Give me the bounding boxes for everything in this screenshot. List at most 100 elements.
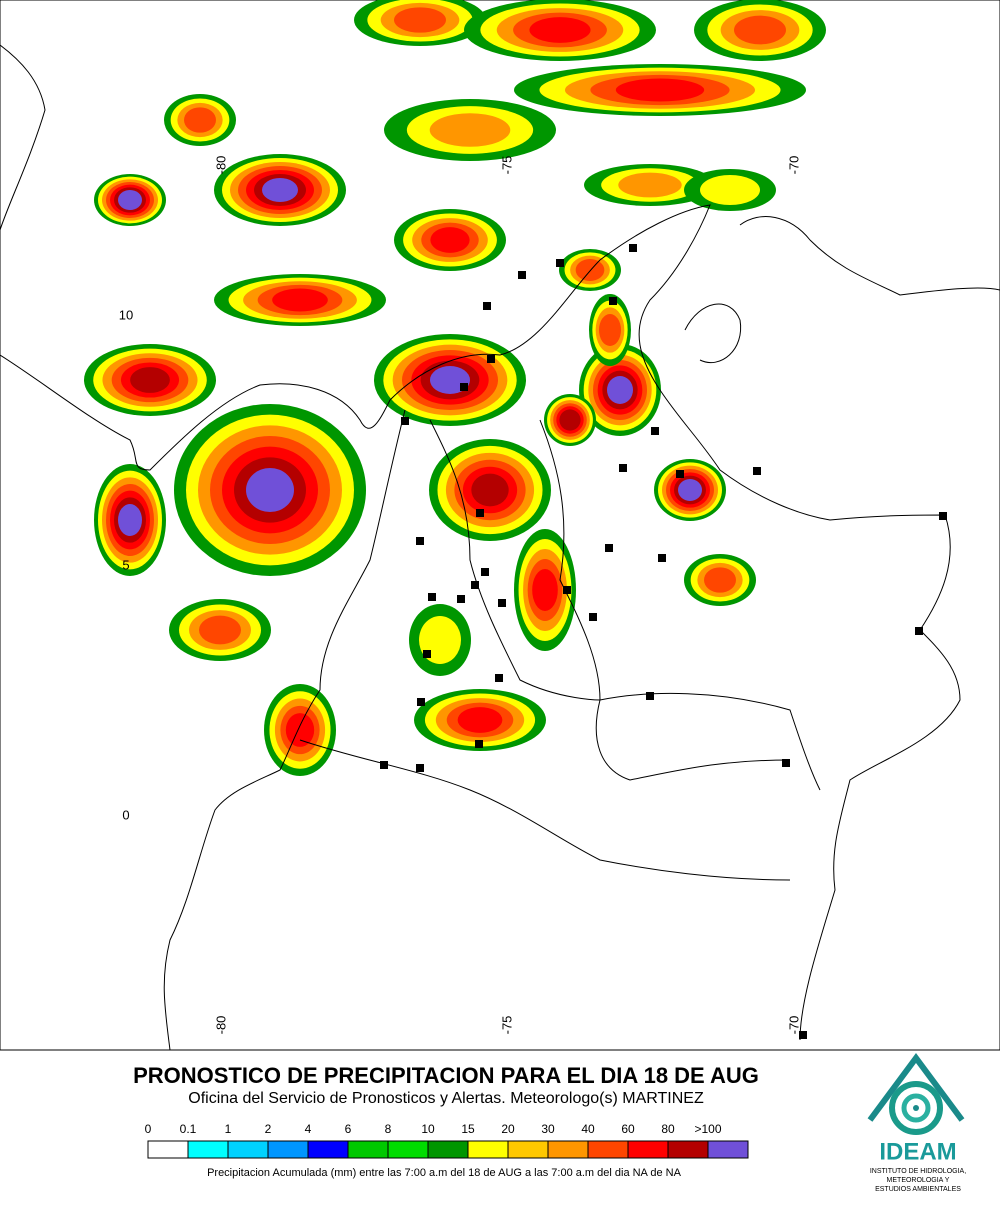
station	[676, 470, 684, 478]
station	[556, 259, 564, 267]
station	[498, 599, 506, 607]
logo-text: ESTUDIOS AMBIENTALES	[875, 1186, 961, 1193]
logo-spiral	[901, 1093, 931, 1123]
legend-swatch	[227, 1140, 269, 1159]
longitude-label: -75	[499, 156, 514, 175]
precip-area	[575, 259, 605, 281]
station	[589, 613, 597, 621]
legend-label: 60	[621, 1122, 635, 1136]
precip-area	[599, 314, 621, 346]
station	[416, 537, 424, 545]
precip-area	[615, 78, 705, 102]
precip-area	[700, 175, 760, 205]
precip-area	[678, 479, 702, 501]
station	[605, 544, 613, 552]
precip-area	[118, 190, 142, 210]
precip-area	[704, 567, 736, 593]
precip-area	[285, 713, 315, 747]
station	[629, 244, 637, 252]
legend-swatch	[547, 1140, 589, 1159]
station	[417, 698, 425, 706]
precip-area	[532, 569, 558, 611]
logo-spiral	[889, 1081, 943, 1135]
legend-label: 8	[385, 1122, 392, 1136]
precip-area	[118, 504, 142, 536]
precip-area	[430, 227, 470, 253]
title: PRONOSTICO DE PRECIPITACION PARA EL DIA …	[133, 1063, 759, 1088]
coastlines	[0, 44, 1000, 1051]
legend-label: 2	[265, 1122, 272, 1136]
station	[401, 417, 409, 425]
precip-area	[184, 107, 216, 133]
legend-label: >100	[694, 1122, 721, 1136]
precip-area	[607, 376, 633, 404]
station	[471, 581, 479, 589]
legend-label: 40	[581, 1122, 595, 1136]
station	[495, 674, 503, 682]
legend-swatch	[267, 1140, 309, 1159]
legend-swatch	[587, 1140, 629, 1159]
legend-note: Precipitacion Acumulada (mm) entre las 7…	[207, 1167, 682, 1179]
station	[483, 302, 491, 310]
station	[487, 355, 495, 363]
legend-swatch	[187, 1140, 229, 1159]
longitude-label: -80	[213, 1016, 228, 1035]
legend-label: 4	[305, 1122, 312, 1136]
station	[782, 759, 790, 767]
precip-area	[457, 707, 503, 733]
station	[380, 761, 388, 769]
legend-label: 20	[501, 1122, 515, 1136]
station	[457, 595, 465, 603]
station	[476, 509, 484, 517]
station	[753, 467, 761, 475]
longitude-label: -75	[499, 1016, 514, 1035]
legend-label: 0	[145, 1122, 152, 1136]
legend-label: 80	[661, 1122, 675, 1136]
legend-swatch	[307, 1140, 349, 1159]
station	[518, 271, 526, 279]
station	[563, 586, 571, 594]
precip-area	[262, 178, 298, 202]
station	[460, 383, 468, 391]
station	[423, 650, 431, 658]
legend-swatch	[347, 1140, 389, 1159]
station	[475, 740, 483, 748]
logo-text: INSTITUTO DE HIDROLOGIA,	[870, 1168, 966, 1175]
precipitation-field	[84, 0, 826, 776]
precip-area	[199, 615, 241, 645]
station	[799, 1031, 807, 1039]
precip-area	[429, 113, 511, 147]
precip-area	[734, 15, 786, 45]
logo-text: METEOROLOGIA Y	[887, 1177, 950, 1184]
latitude-label: 0	[122, 807, 129, 822]
legend-label: 15	[461, 1122, 475, 1136]
legend-label: 6	[345, 1122, 352, 1136]
legend: 0 0.1 1 2 4 6 8 10 15 20 30 40 60 80 >100	[145, 1122, 749, 1159]
precip-area	[559, 409, 581, 431]
legend-label: 1	[225, 1122, 232, 1136]
station	[658, 554, 666, 562]
precip-area	[618, 172, 682, 198]
precip-area	[529, 17, 591, 43]
longitude-label: -80	[213, 156, 228, 175]
logo-roof	[867, 1052, 965, 1122]
station	[915, 627, 923, 635]
legend-swatch	[667, 1140, 709, 1159]
station	[609, 297, 617, 305]
latitude-label: 5	[122, 557, 129, 572]
precip-area	[272, 288, 328, 312]
legend-label: 30	[541, 1122, 555, 1136]
station	[646, 692, 654, 700]
legend-swatch	[627, 1140, 669, 1159]
station	[428, 593, 436, 601]
legend-swatch	[507, 1140, 549, 1159]
latitude-label: 10	[119, 307, 133, 322]
precip-area	[246, 468, 294, 512]
legend-swatch	[467, 1140, 509, 1159]
legend-swatch	[387, 1140, 429, 1159]
logo: IDEAM INSTITUTO DE HIDROLOGIA, METEOROLO…	[867, 1052, 966, 1193]
station	[619, 464, 627, 472]
logo-spiral	[913, 1105, 919, 1111]
